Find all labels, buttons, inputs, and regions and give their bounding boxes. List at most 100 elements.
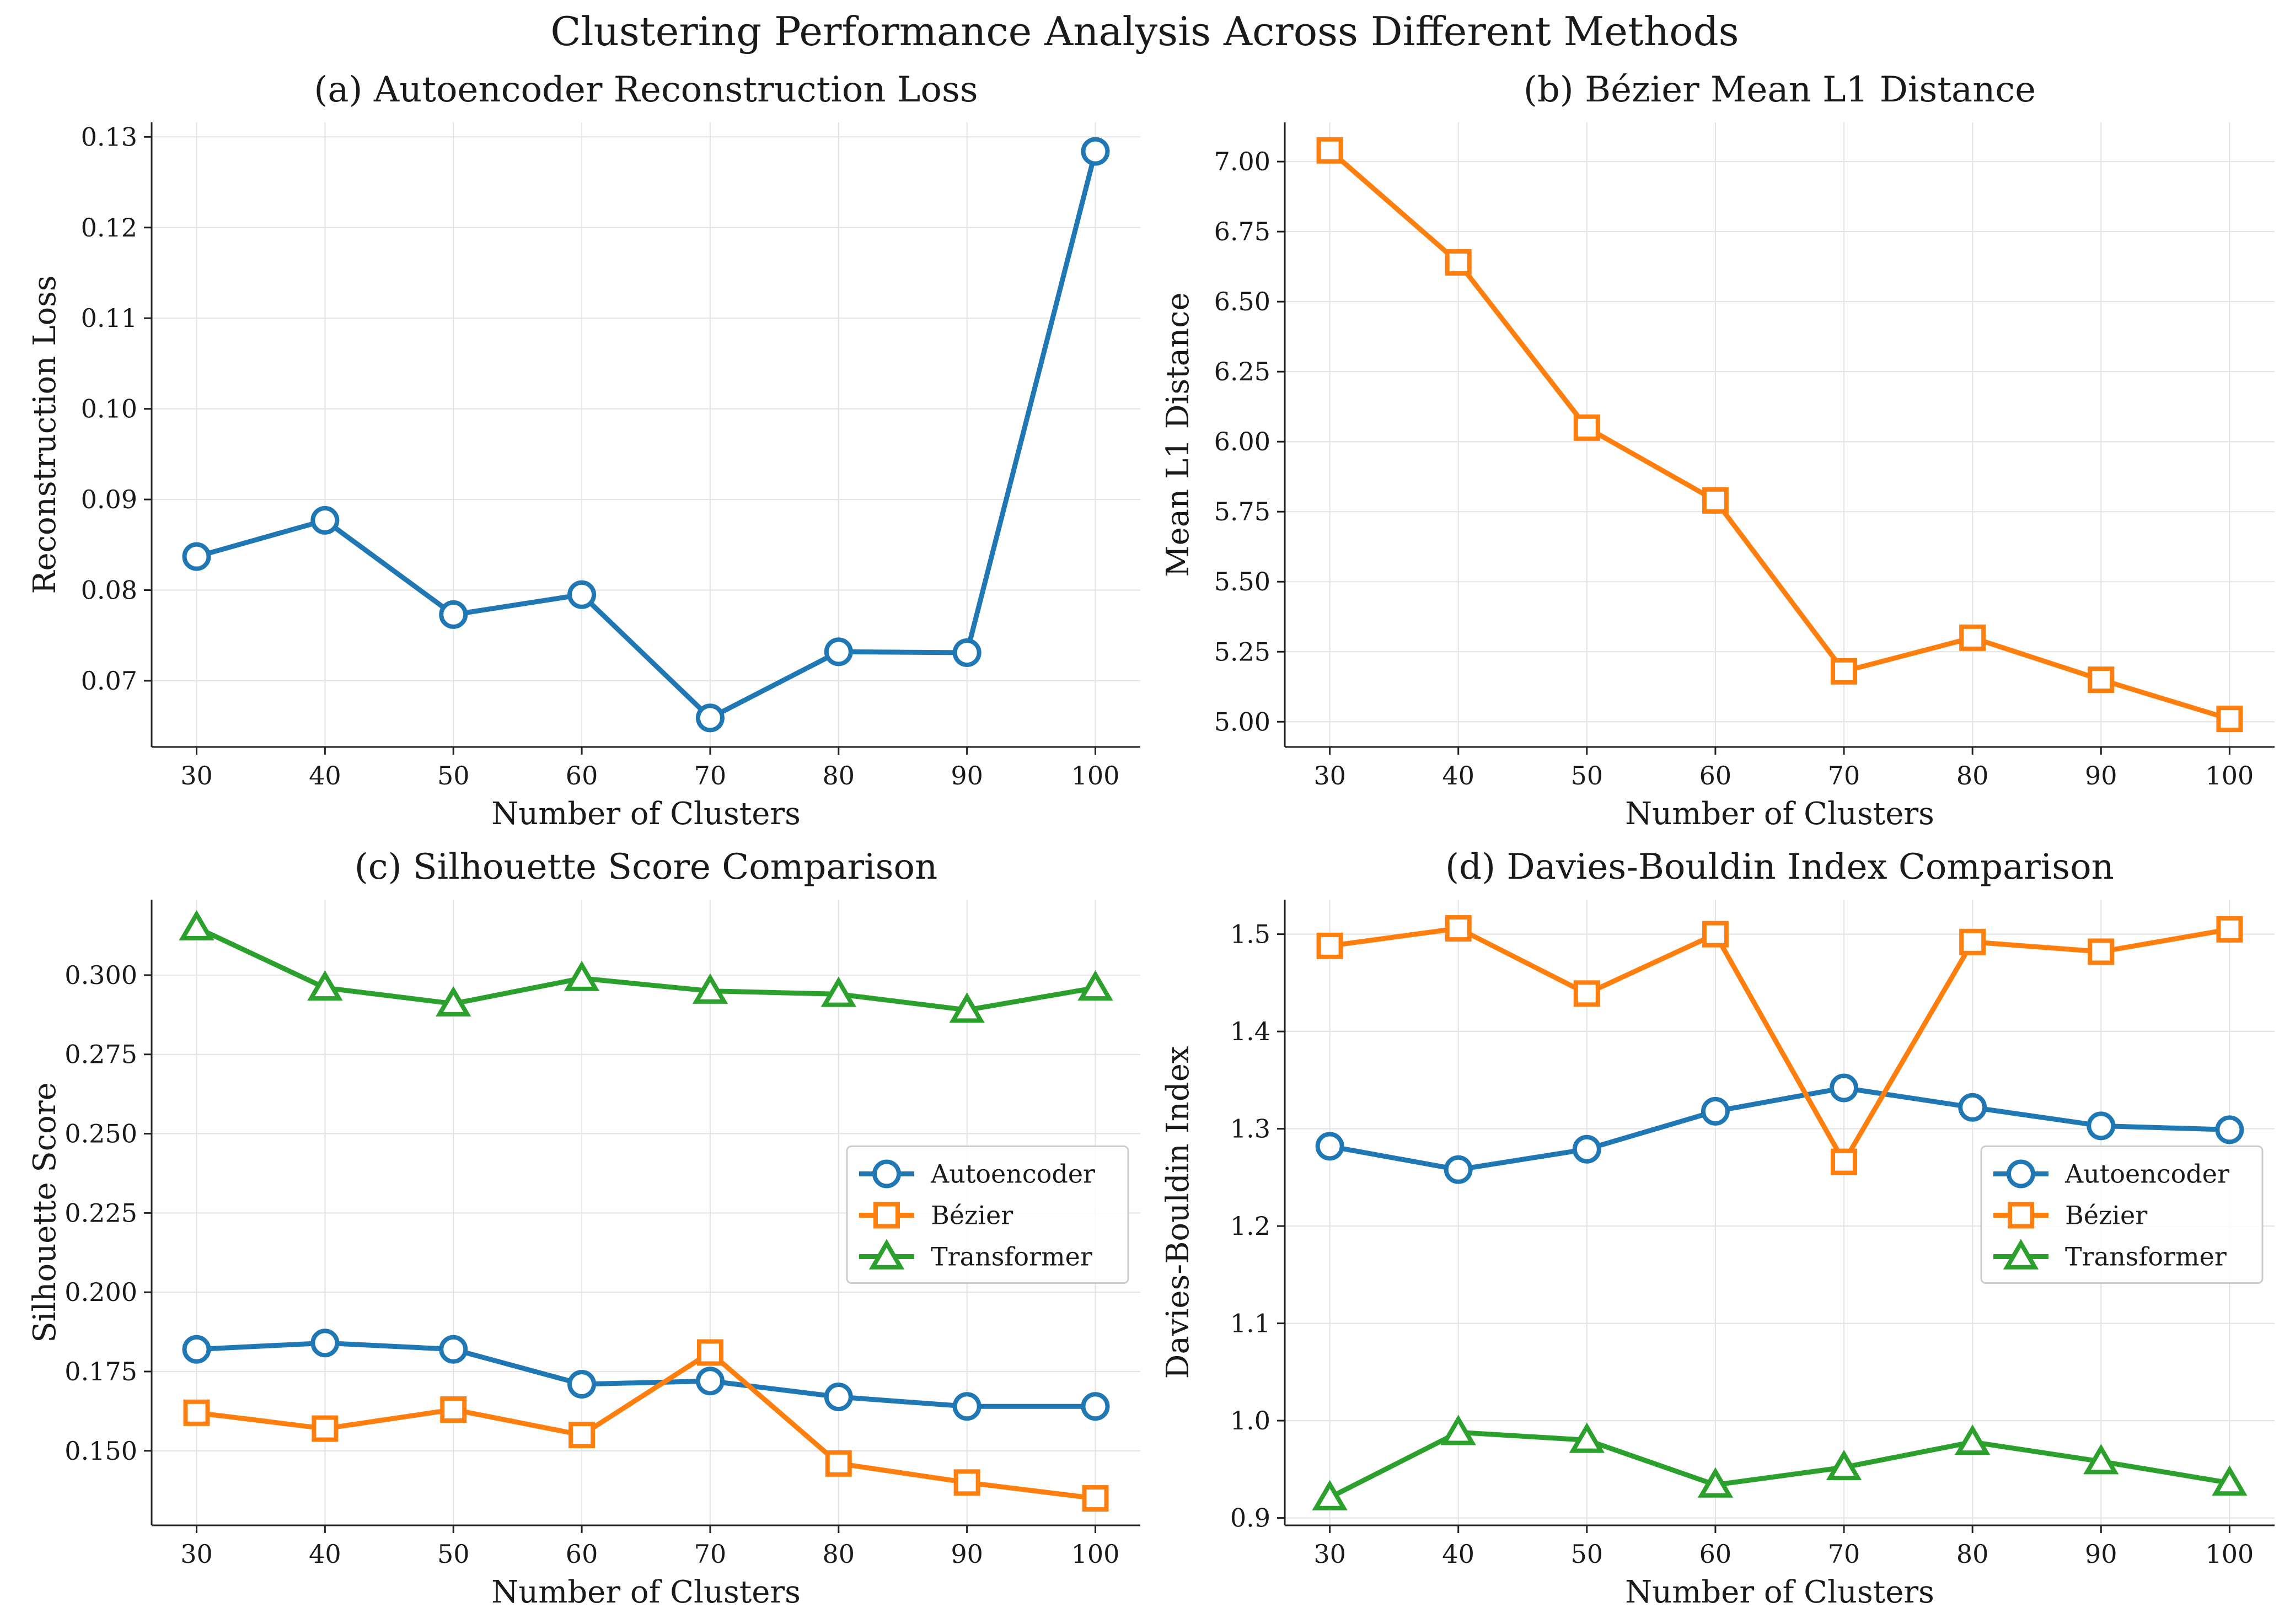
data-point-transformer — [2083, 1444, 2119, 1475]
x-tick-label: 80 — [1956, 761, 1989, 791]
y-tick-label: 0.150 — [65, 1436, 137, 1466]
y-tick-label: 5.50 — [1214, 567, 1270, 596]
legend-marker-transformer — [868, 1239, 905, 1270]
x-tick-label: 60 — [566, 1539, 598, 1569]
legend-marker-bezier — [873, 1202, 900, 1229]
data-point-autoencoder — [1830, 1073, 1859, 1103]
x-tick-label: 50 — [437, 761, 470, 791]
series-line-transformer — [194, 925, 1098, 1013]
data-point-bezier — [1831, 1148, 1858, 1175]
y-tick-label: 6.25 — [1214, 357, 1270, 386]
panels: 30 40 50 60 70 80 90 100 0.07 0.08 0.09 0.10 0.11 0.1… — [27, 69, 2275, 1610]
x-tick-label: 100 — [2206, 1539, 2254, 1569]
x-tick-label: 30 — [180, 1539, 213, 1569]
y-tick-label: 0.9 — [1230, 1503, 1270, 1533]
y-tick-label: 0.200 — [65, 1277, 137, 1307]
data-point-autoencoder — [567, 1370, 597, 1399]
data-point-bezier — [1445, 249, 1472, 276]
series-line-bezier — [1327, 926, 2232, 1165]
series-bezier — [1316, 915, 2243, 1175]
data-point-bezier — [1702, 487, 1729, 514]
y-tick-label: 0.275 — [65, 1040, 137, 1069]
data-point-autoencoder — [695, 703, 725, 733]
legend-label-bezier: Bézier — [2065, 1201, 2147, 1230]
legend: Autoencoder Bézier Transformer — [1980, 1146, 2264, 1284]
data-point-autoencoder — [1081, 1392, 1110, 1421]
series-line-bezier — [194, 1349, 1098, 1501]
y-tick-label: 0.300 — [65, 960, 137, 990]
data-point-transformer — [2212, 1465, 2248, 1496]
legend-label-transformer: Transformer — [2065, 1242, 2227, 1272]
data-point-transformer — [1955, 1424, 1991, 1455]
data-point-bezier — [2088, 666, 2115, 693]
y-tick-label: 5.25 — [1214, 637, 1270, 666]
y-tick-label: 5.00 — [1214, 707, 1270, 736]
x-tick-label: 80 — [823, 761, 855, 791]
data-point-transformer — [1826, 1449, 1862, 1481]
x-tick-label: 90 — [951, 1539, 983, 1569]
y-tick-label: 0.13 — [81, 122, 137, 152]
data-point-autoencoder — [182, 542, 211, 571]
panel-title: (a) Autoencoder Reconstruction Loss — [314, 69, 978, 110]
data-point-autoencoder — [310, 1329, 340, 1358]
y-tick-label: 1.4 — [1230, 1017, 1270, 1046]
data-point-bezier — [1959, 624, 1986, 651]
x-axis-label: Number of Clusters — [491, 796, 801, 832]
data-point-bezier — [1573, 980, 1600, 1007]
data-point-transformer — [820, 976, 856, 1007]
data-point-bezier — [2216, 706, 2243, 733]
legend-label-transformer: Transformer — [931, 1242, 1092, 1272]
data-point-bezier — [1831, 658, 1858, 685]
data-point-bezier — [1702, 921, 1729, 948]
x-tick-label: 40 — [309, 1539, 341, 1569]
x-tick-label: 70 — [1828, 1539, 1860, 1569]
y-axis-label: Mean L1 Distance — [1160, 292, 1196, 577]
data-point-transformer — [307, 970, 343, 1001]
data-point-transformer — [1697, 1467, 1734, 1498]
data-point-autoencoder — [1315, 1132, 1344, 1161]
legend-marker-autoencoder — [872, 1159, 901, 1189]
legend-box — [846, 1146, 1129, 1284]
panel-a: 30 40 50 60 70 80 90 100 0.07 0.08 0.09 0.10 0.11 0.1… — [27, 69, 1140, 832]
y-tick-label: 6.00 — [1214, 427, 1270, 456]
data-point-autoencoder — [824, 1383, 853, 1412]
data-point-bezier — [953, 1469, 980, 1496]
panel-c: 30 40 50 60 70 80 90 100 0.150 0.175 0.200 0.225 0.2… — [27, 847, 1140, 1610]
legend-marker-autoencoder — [2007, 1159, 2035, 1189]
data-point-autoencoder — [695, 1367, 725, 1396]
data-point-autoencoder — [1572, 1134, 1601, 1164]
data-point-transformer — [179, 910, 214, 940]
y-tick-label: 6.50 — [1214, 287, 1270, 316]
series-bezier — [1316, 137, 2243, 733]
legend-marker-bezier — [2008, 1202, 2034, 1229]
series-line-autoencoder — [194, 1340, 1098, 1409]
x-tick-label: 90 — [951, 761, 983, 791]
data-point-autoencoder — [1701, 1096, 1730, 1126]
x-tick-label: 50 — [1571, 1539, 1603, 1569]
panel-d: 30 40 50 60 70 80 90 100 0.9 1.0 1.1 1.2 1.3 1.4 1.5 (d… — [1160, 847, 2275, 1610]
data-point-autoencoder — [2087, 1111, 2116, 1141]
series-bezier — [183, 1339, 1109, 1512]
x-tick-label: 70 — [694, 761, 727, 791]
data-point-bezier — [569, 1422, 596, 1449]
x-tick-label: 50 — [1571, 761, 1603, 791]
legend-marker-transformer — [2003, 1239, 2039, 1270]
y-tick-label: 1.1 — [1230, 1309, 1270, 1338]
data-point-autoencoder — [1081, 137, 1110, 166]
data-point-transformer — [436, 986, 471, 1017]
data-point-autoencoder — [182, 1335, 211, 1364]
legend-label-autoencoder: Autoencoder — [2064, 1159, 2229, 1189]
y-tick-label: 0.10 — [81, 394, 137, 424]
x-axis-label: Number of Clusters — [1625, 796, 1934, 832]
data-point-bezier — [183, 1399, 210, 1426]
data-point-transformer — [1440, 1415, 1476, 1445]
y-tick-label: 0.09 — [81, 485, 137, 514]
data-point-autoencoder — [439, 600, 468, 629]
x-tick-label: 60 — [1699, 1539, 1732, 1569]
data-point-autoencoder — [1444, 1155, 1473, 1184]
legend: Autoencoder Bézier Transformer — [846, 1146, 1129, 1284]
legend-label-autoencoder: Autoencoder — [930, 1159, 1095, 1189]
data-point-transformer — [1569, 1422, 1605, 1453]
data-point-autoencoder — [824, 637, 853, 666]
y-tick-label: 0.08 — [81, 576, 137, 605]
